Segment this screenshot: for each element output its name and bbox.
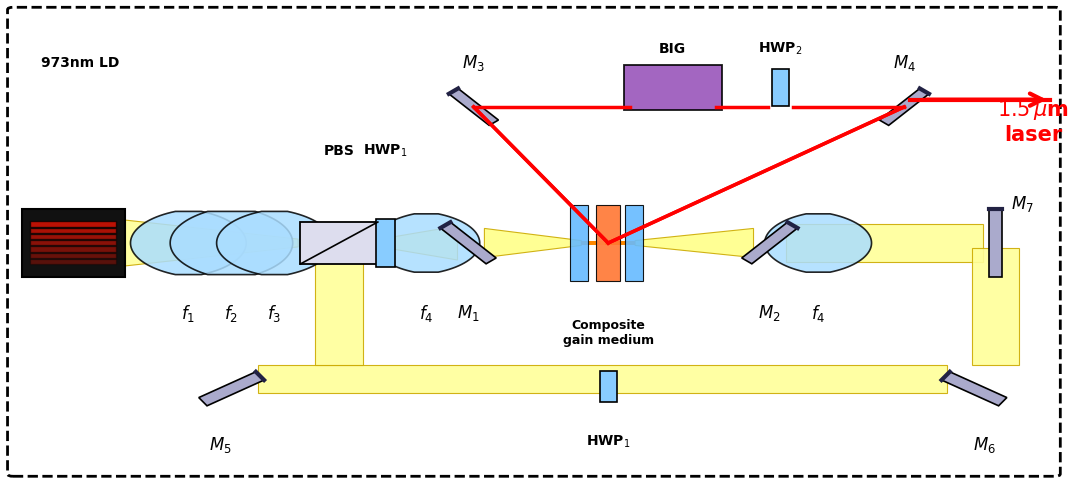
Polygon shape (131, 211, 246, 275)
FancyBboxPatch shape (624, 66, 722, 110)
Text: $f_4$: $f_4$ (419, 303, 434, 324)
Point (443, 219, 456, 225)
Point (983, 206, 996, 212)
Text: $M_5$: $M_5$ (209, 434, 232, 455)
Point (943, 369, 956, 375)
Text: $M_6$: $M_6$ (973, 434, 996, 455)
Text: HWP$_1$: HWP$_1$ (364, 142, 408, 159)
Polygon shape (258, 365, 947, 393)
FancyBboxPatch shape (30, 240, 117, 245)
Text: PBS: PBS (324, 144, 355, 157)
FancyBboxPatch shape (571, 205, 588, 281)
Text: Composite
gain medium: Composite gain medium (562, 319, 654, 347)
Point (258, 377, 271, 383)
Polygon shape (373, 214, 480, 272)
Point (434, 225, 447, 231)
Text: $1.5\,\mu$m
laser: $1.5\,\mu$m laser (997, 98, 1069, 145)
Point (996, 206, 1009, 212)
FancyBboxPatch shape (377, 219, 395, 267)
Polygon shape (786, 224, 983, 262)
Text: HWP$_2$: HWP$_2$ (759, 40, 803, 57)
Text: HWP$_1$: HWP$_1$ (586, 434, 630, 451)
Polygon shape (765, 214, 872, 272)
FancyBboxPatch shape (30, 234, 117, 239)
FancyBboxPatch shape (22, 209, 125, 277)
Polygon shape (170, 211, 292, 275)
Text: $M_1$: $M_1$ (456, 303, 480, 324)
FancyBboxPatch shape (600, 370, 617, 402)
Text: 973nm LD: 973nm LD (41, 56, 120, 70)
Line: 2 pts: 2 pts (440, 222, 450, 228)
Polygon shape (449, 88, 498, 125)
Polygon shape (122, 220, 298, 266)
Polygon shape (879, 88, 929, 125)
Polygon shape (972, 248, 1020, 365)
FancyBboxPatch shape (771, 69, 789, 106)
Text: $M_2$: $M_2$ (759, 303, 781, 324)
Line: 2 pts: 2 pts (942, 372, 950, 380)
Line: 2 pts: 2 pts (788, 222, 797, 228)
Polygon shape (217, 211, 332, 275)
Point (249, 369, 262, 375)
Polygon shape (582, 241, 636, 245)
Polygon shape (315, 248, 363, 365)
Polygon shape (440, 222, 496, 264)
Polygon shape (199, 372, 264, 406)
Text: $f_3$: $f_3$ (268, 303, 282, 324)
FancyBboxPatch shape (30, 227, 117, 233)
FancyBboxPatch shape (300, 222, 378, 264)
Line: 2 pts: 2 pts (256, 372, 264, 380)
FancyBboxPatch shape (626, 205, 643, 281)
Point (923, 91, 935, 97)
Text: $M_4$: $M_4$ (892, 53, 916, 73)
FancyBboxPatch shape (30, 259, 117, 264)
FancyBboxPatch shape (30, 246, 117, 252)
Polygon shape (380, 226, 457, 260)
Polygon shape (942, 372, 1007, 406)
FancyBboxPatch shape (8, 7, 1061, 476)
Point (781, 219, 794, 225)
Polygon shape (484, 228, 582, 258)
Point (791, 225, 804, 231)
Text: $f_2$: $f_2$ (224, 303, 238, 324)
Point (913, 86, 926, 91)
Point (442, 91, 455, 97)
Text: $f_1$: $f_1$ (181, 303, 195, 324)
FancyBboxPatch shape (596, 205, 604, 281)
Text: $f_4$: $f_4$ (810, 303, 825, 324)
Text: BIG: BIG (659, 42, 686, 55)
Polygon shape (989, 209, 1002, 277)
FancyBboxPatch shape (30, 253, 117, 258)
Point (452, 86, 465, 91)
Polygon shape (636, 228, 753, 258)
Text: $M_3$: $M_3$ (462, 53, 486, 73)
Line: 2 pts: 2 pts (449, 88, 459, 94)
FancyBboxPatch shape (596, 205, 620, 281)
Polygon shape (741, 222, 797, 264)
Text: $M_7$: $M_7$ (1011, 194, 1034, 214)
Point (935, 377, 948, 383)
FancyBboxPatch shape (30, 221, 117, 226)
Line: 2 pts: 2 pts (919, 88, 929, 94)
